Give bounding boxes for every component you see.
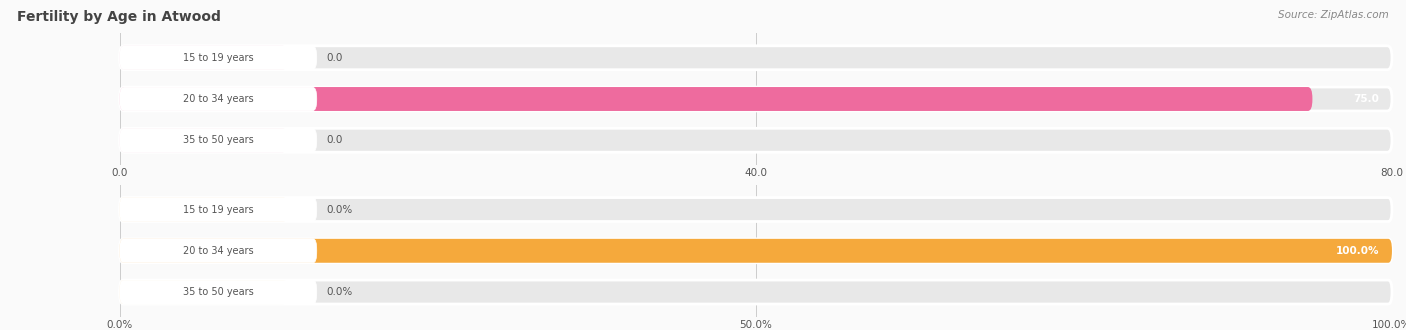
Text: 0.0: 0.0 [326,53,343,63]
Text: 35 to 50 years: 35 to 50 years [183,287,253,297]
FancyBboxPatch shape [120,280,287,304]
Text: 0.0%: 0.0% [326,287,353,297]
FancyBboxPatch shape [120,46,316,70]
FancyBboxPatch shape [120,87,1392,111]
FancyBboxPatch shape [120,128,316,152]
Text: 20 to 34 years: 20 to 34 years [183,246,253,256]
FancyBboxPatch shape [120,198,287,221]
FancyBboxPatch shape [120,280,316,304]
Text: Source: ZipAtlas.com: Source: ZipAtlas.com [1278,10,1389,20]
FancyBboxPatch shape [120,46,1392,70]
FancyBboxPatch shape [120,46,287,70]
Text: 100.0%: 100.0% [1336,246,1379,256]
Text: 15 to 19 years: 15 to 19 years [183,205,253,214]
Text: 35 to 50 years: 35 to 50 years [183,135,253,145]
Text: 15 to 19 years: 15 to 19 years [183,53,253,63]
FancyBboxPatch shape [120,239,1392,263]
Text: Fertility by Age in Atwood: Fertility by Age in Atwood [17,10,221,24]
Text: 0.0: 0.0 [326,135,343,145]
FancyBboxPatch shape [120,239,1392,263]
FancyBboxPatch shape [120,87,1312,111]
FancyBboxPatch shape [120,198,316,221]
Text: 0.0%: 0.0% [326,205,353,214]
FancyBboxPatch shape [120,198,1392,221]
FancyBboxPatch shape [120,239,316,263]
FancyBboxPatch shape [120,280,1392,304]
Text: 20 to 34 years: 20 to 34 years [183,94,253,104]
FancyBboxPatch shape [120,87,316,111]
FancyBboxPatch shape [120,128,1392,152]
FancyBboxPatch shape [120,128,287,152]
Text: 75.0: 75.0 [1354,94,1379,104]
